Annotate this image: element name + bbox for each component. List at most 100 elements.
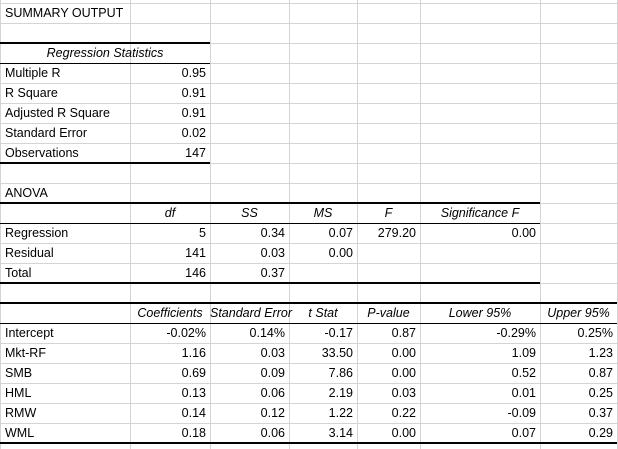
coef-row-label[interactable]: SMB xyxy=(5,366,33,380)
coef-cell-t[interactable]: 7.86 xyxy=(328,366,353,380)
grid-row-line xyxy=(0,3,618,4)
coef-row-label[interactable]: RMW xyxy=(5,406,37,420)
reg-stat-value[interactable]: 0.91 xyxy=(181,106,206,120)
coef-cell-coef[interactable]: 0.18 xyxy=(181,426,206,440)
coef-cell-se[interactable]: 0.09 xyxy=(260,366,285,380)
reg-stat-value[interactable]: 0.02 xyxy=(181,126,206,140)
coef-cell-p[interactable]: 0.87 xyxy=(391,326,416,340)
reg-stats-header-border xyxy=(0,63,210,64)
coef-cell-p[interactable]: 0.00 xyxy=(391,426,416,440)
anova-cell-ss[interactable]: 0.34 xyxy=(260,226,285,240)
coef-cell-se[interactable]: 0.03 xyxy=(260,346,285,360)
anova-cell-df[interactable]: 5 xyxy=(199,226,206,240)
anova-header[interactable]: SS xyxy=(241,206,258,220)
coef-cell-coef[interactable]: -0.02% xyxy=(166,326,206,340)
anova-cell-f[interactable] xyxy=(357,243,420,263)
coef-header[interactable]: Coefficients xyxy=(137,306,203,320)
reg-stat-value[interactable]: 0.95 xyxy=(181,66,206,80)
anova-cell-df[interactable]: 141 xyxy=(185,246,206,260)
reg-stat-label[interactable]: Observations xyxy=(5,146,79,160)
anova-cell-ms[interactable] xyxy=(289,263,357,283)
coef-cell-hi[interactable]: 1.23 xyxy=(588,346,613,360)
coef-cell-t[interactable]: 1.22 xyxy=(328,406,353,420)
coef-cell-se[interactable]: 0.06 xyxy=(260,386,285,400)
coef-row-label[interactable]: WML xyxy=(5,426,35,440)
coef-cell-hi[interactable]: 0.29 xyxy=(588,426,613,440)
coef-cell-coef[interactable]: 0.13 xyxy=(181,386,206,400)
anova-row-label[interactable]: Total xyxy=(5,266,32,280)
coef-header[interactable]: Upper 95% xyxy=(547,306,610,320)
coef-header[interactable]: Standard Error xyxy=(210,306,292,320)
coef-header[interactable]: t Stat xyxy=(308,306,338,320)
coef-row-label[interactable]: Intercept xyxy=(5,326,54,340)
coef-cell-lo[interactable]: -0.09 xyxy=(507,406,537,420)
grid-row-line xyxy=(0,163,618,164)
anova-cell-ss[interactable]: 0.03 xyxy=(260,246,285,260)
anova-title[interactable]: ANOVA xyxy=(5,186,48,200)
grid-row-line xyxy=(0,363,618,364)
coef-cell-t[interactable]: -0.17 xyxy=(324,326,354,340)
coef-header[interactable]: P-value xyxy=(367,306,410,320)
grid-row-line xyxy=(0,423,618,424)
coef-cell-t[interactable]: 33.50 xyxy=(321,346,353,360)
anova-cell-sig[interactable]: 0.00 xyxy=(511,226,536,240)
coef-cell-hi[interactable]: 0.37 xyxy=(588,406,613,420)
coef-cell-lo[interactable]: 0.07 xyxy=(511,426,536,440)
coef-cell-se[interactable]: 0.06 xyxy=(260,426,285,440)
anova-header[interactable]: MS xyxy=(313,206,333,220)
grid-column-line xyxy=(540,0,541,449)
coef-cell-hi[interactable]: 0.87 xyxy=(588,366,613,380)
anova-header[interactable]: Significance F xyxy=(440,206,520,220)
regression-statistics-header[interactable]: Regression Statistics xyxy=(46,46,164,60)
coef-cell-coef[interactable]: 1.16 xyxy=(181,346,206,360)
coef-cell-t[interactable]: 2.19 xyxy=(328,386,353,400)
anova-cell-sig[interactable] xyxy=(420,243,540,263)
anova-cell-sig[interactable] xyxy=(420,263,540,283)
anova-header-border xyxy=(0,223,540,224)
reg-stat-value[interactable]: 147 xyxy=(185,146,206,160)
anova-row-label[interactable]: Residual xyxy=(5,246,54,260)
coef-cell-lo[interactable]: 1.09 xyxy=(511,346,536,360)
coef-cell-p[interactable]: 0.22 xyxy=(391,406,416,420)
coef-cell-lo[interactable]: -0.29% xyxy=(496,326,536,340)
anova-header[interactable]: F xyxy=(384,206,393,220)
anova-bottom-border xyxy=(0,282,540,284)
coef-cell-p[interactable]: 0.03 xyxy=(391,386,416,400)
reg-stat-label[interactable]: R Square xyxy=(5,86,58,100)
coef-cell-lo[interactable]: 0.01 xyxy=(511,386,536,400)
coef-cell-lo[interactable]: 0.52 xyxy=(511,366,536,380)
coef-cell-coef[interactable]: 0.14 xyxy=(181,406,206,420)
anova-cell-ss[interactable]: 0.37 xyxy=(260,266,285,280)
coef-row-label[interactable]: Mkt-RF xyxy=(5,346,46,360)
reg-stats-top-border xyxy=(0,42,210,44)
reg-stat-label[interactable]: Adjusted R Square xyxy=(5,106,110,120)
grid-row-line xyxy=(0,403,618,404)
summary-title[interactable]: SUMMARY OUTPUT xyxy=(5,6,124,20)
coef-header[interactable]: Lower 95% xyxy=(448,306,512,320)
reg-stat-label[interactable]: Multiple R xyxy=(5,66,61,80)
anova-cell-df[interactable]: 146 xyxy=(185,266,206,280)
coef-cell-se[interactable]: 0.12 xyxy=(260,406,285,420)
coef-cell-hi[interactable]: 0.25 xyxy=(588,386,613,400)
coef-cell-se[interactable]: 0.14% xyxy=(249,326,285,340)
anova-header[interactable]: df xyxy=(164,206,176,220)
coef-top-border xyxy=(0,302,617,304)
anova-cell-f[interactable]: 279.20 xyxy=(377,226,416,240)
coef-cell-t[interactable]: 3.14 xyxy=(328,426,353,440)
coef-row-label[interactable]: HML xyxy=(5,386,32,400)
grid-row-line xyxy=(0,123,618,124)
grid-row-line xyxy=(0,143,618,144)
coef-bottom-border xyxy=(0,442,617,444)
coef-cell-p[interactable]: 0.00 xyxy=(391,346,416,360)
coef-cell-p[interactable]: 0.00 xyxy=(391,366,416,380)
coef-cell-coef[interactable]: 0.69 xyxy=(181,366,206,380)
reg-stat-value[interactable]: 0.91 xyxy=(181,86,206,100)
reg-stat-label[interactable]: Standard Error xyxy=(5,126,87,140)
anova-cell-f[interactable] xyxy=(357,263,420,283)
anova-row-label[interactable]: Regression xyxy=(5,226,69,240)
anova-cell-ms[interactable]: 0.00 xyxy=(328,246,353,260)
anova-cell-ms[interactable]: 0.07 xyxy=(328,226,353,240)
reg-stats-bottom-border xyxy=(0,162,210,164)
coef-cell-hi[interactable]: 0.25% xyxy=(577,326,613,340)
